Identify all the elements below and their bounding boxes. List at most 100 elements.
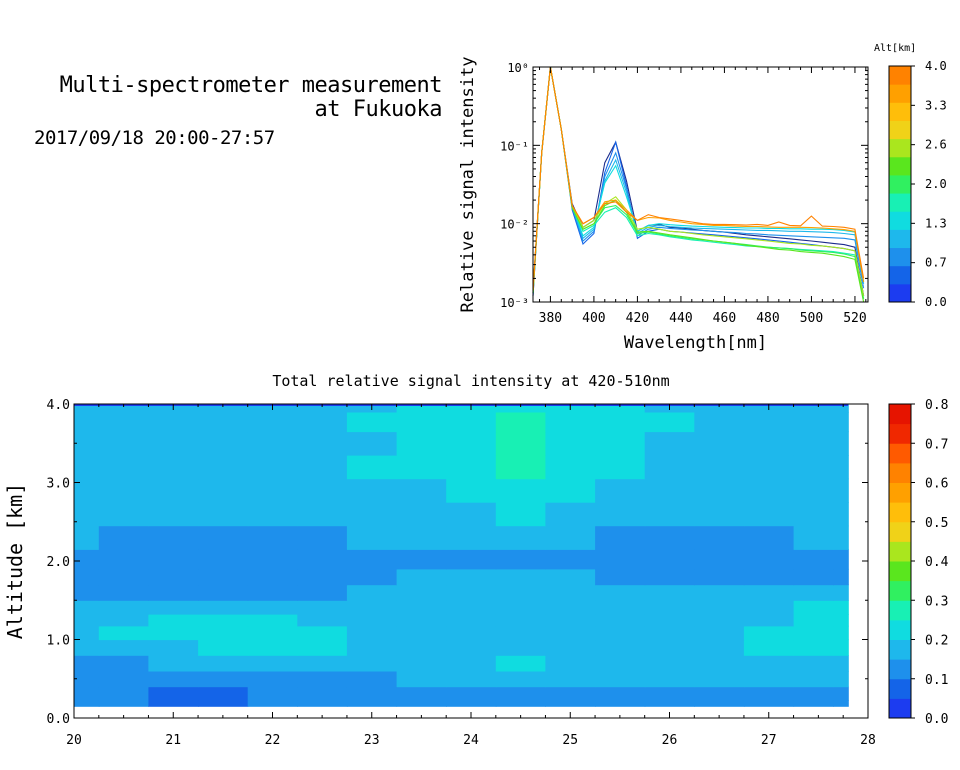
heatmap-cell xyxy=(694,639,745,656)
altitude-colorbar-label: 2.0 xyxy=(925,177,947,191)
intensity-colorbar-label: 0.5 xyxy=(925,516,948,531)
heatmap-cell xyxy=(346,655,398,672)
heatmap-cell xyxy=(793,568,834,586)
heatmap-cell xyxy=(74,455,100,480)
heatmap-cell xyxy=(694,455,745,480)
heatmap-cell xyxy=(346,568,398,586)
heatmap-cell xyxy=(595,639,646,656)
heatmap-cell xyxy=(396,411,447,433)
heatmap-cell xyxy=(297,700,348,707)
heatmap-cell xyxy=(446,502,497,527)
heatmap-cell xyxy=(98,525,149,550)
heatmap-cell xyxy=(198,600,249,615)
heatmap-cell xyxy=(833,404,849,413)
intensity-colorbar-label: 0.8 xyxy=(925,398,948,413)
heatmap-cell xyxy=(644,411,695,433)
heatmap-cell xyxy=(446,568,497,586)
heatmap-cell xyxy=(545,655,596,672)
heatmap-cell xyxy=(595,600,646,615)
heatmap-cell xyxy=(743,639,795,656)
heatmap-cell xyxy=(545,584,596,601)
heatmap-cell xyxy=(297,600,348,615)
heatmap-cell xyxy=(545,411,596,433)
altitude-colorbar-swatch xyxy=(889,229,911,249)
heatmap-cell xyxy=(346,670,398,688)
heatmap-cell xyxy=(644,625,695,641)
heatmap-cell xyxy=(74,625,100,641)
heatmap-cell xyxy=(644,584,695,601)
heatmap-cell xyxy=(148,639,199,656)
heatmap-cell xyxy=(743,655,795,672)
heatmap-cell xyxy=(644,502,695,527)
heatmap-cell xyxy=(74,655,100,672)
spectrum-series-line-5 xyxy=(532,66,865,299)
heatmap-cell xyxy=(297,568,348,586)
heatmap-cell xyxy=(545,455,596,480)
intensity-colorbar-label: 0.3 xyxy=(925,594,948,609)
heatmap-cell xyxy=(198,584,249,601)
heatmap-cell xyxy=(545,478,596,503)
heatmap-cell xyxy=(98,411,149,433)
heatmap-cell xyxy=(694,525,745,550)
heatmap-cell xyxy=(495,431,546,456)
heatmap-y-tick-label: 1.0 xyxy=(47,634,70,649)
heatmap-cell xyxy=(495,584,546,601)
heatmap-cell xyxy=(694,431,745,456)
heatmap-cell xyxy=(644,549,695,570)
heatmap-cell xyxy=(595,700,646,707)
heatmap-cell xyxy=(247,614,298,627)
heatmap-cell xyxy=(98,502,149,527)
heatmap-cell xyxy=(545,525,596,550)
heatmap-cell xyxy=(495,502,546,527)
heatmap-cell xyxy=(495,549,546,570)
heatmap-cell xyxy=(743,700,795,707)
heatmap-cell xyxy=(346,639,398,656)
intensity-colorbar-label: 0.0 xyxy=(925,712,948,727)
heatmap-cell xyxy=(644,568,695,586)
heatmap-cell xyxy=(346,411,398,433)
altitude-colorbar-label: 0.7 xyxy=(925,256,947,270)
heatmap-cell xyxy=(247,549,298,570)
altitude-colorbar-swatch xyxy=(889,193,911,212)
heatmap-cell xyxy=(198,568,249,586)
heatmap-cell xyxy=(694,614,745,627)
heatmap-cell xyxy=(148,686,199,701)
heatmap-cell xyxy=(743,686,795,701)
heatmap-cell xyxy=(98,549,149,570)
heatmap-cell xyxy=(595,431,646,456)
heatmap-title: Total relative signal intensity at 420-5… xyxy=(272,372,669,390)
heatmap-cell xyxy=(247,625,298,641)
heatmap-cell xyxy=(694,686,745,701)
spectrum-x-tick-label: 400 xyxy=(582,311,605,326)
heatmap-cell xyxy=(793,411,834,433)
altitude-colorbar-swatch xyxy=(889,174,911,194)
heatmap-y-tick-label: 3.0 xyxy=(47,477,70,492)
heatmap-cell xyxy=(74,584,100,601)
heatmap-cell xyxy=(545,625,596,641)
heatmap-y-axis-label: Altitude [km] xyxy=(3,483,27,640)
heatmap-cell xyxy=(396,478,447,503)
heatmap-cell xyxy=(495,411,546,433)
heatmap-cell xyxy=(833,670,849,688)
heatmap-cell xyxy=(297,686,348,701)
spectrum-x-tick-label: 460 xyxy=(713,311,736,326)
heatmap-cell xyxy=(148,584,199,601)
heatmap-cell xyxy=(98,584,149,601)
heatmap-cell xyxy=(446,670,497,688)
altitude-colorbar-label: 3.3 xyxy=(925,98,947,112)
heatmap-cell xyxy=(98,639,149,656)
heatmap-cell xyxy=(694,568,745,586)
heatmap-cell xyxy=(148,568,199,586)
heatmap-cell xyxy=(98,614,149,627)
heatmap-cell xyxy=(595,478,646,503)
heatmap-cell xyxy=(247,584,298,601)
heatmap-cell xyxy=(446,455,497,480)
altitude-colorbar-label: 0.0 xyxy=(925,295,947,309)
heatmap-cell xyxy=(595,568,646,586)
spectrum-x-axis-label: Wavelength[nm] xyxy=(624,333,767,353)
spectrum-series-line-4 xyxy=(532,66,865,294)
heatmap-cell xyxy=(595,625,646,641)
heatmap-cell xyxy=(446,655,497,672)
spectrum-x-tick-label: 480 xyxy=(756,311,779,326)
